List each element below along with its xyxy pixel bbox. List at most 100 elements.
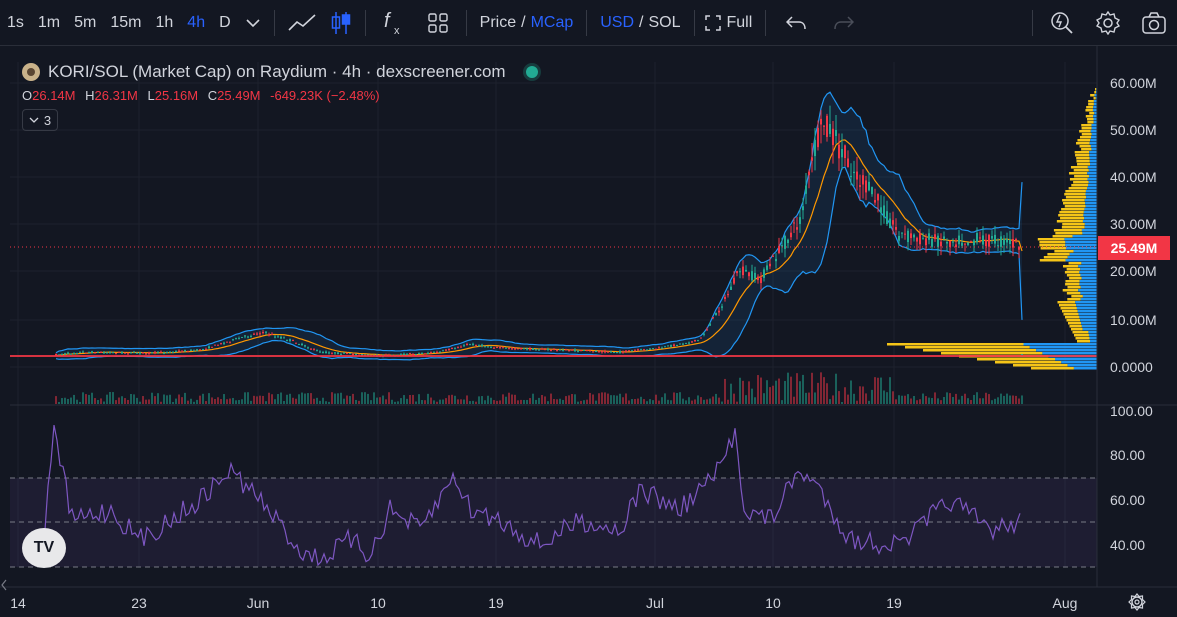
volume-bar: [739, 377, 741, 404]
volume-profile-bar: [1086, 106, 1094, 109]
candle-body: [412, 353, 414, 355]
candle-body: [724, 296, 726, 299]
volume-bar: [208, 393, 210, 404]
volume-profile-bar: [1064, 193, 1086, 196]
symbol-title[interactable]: KORI/SOL (Market Cap) on Raydium · 4h · …: [48, 62, 506, 81]
volume-bar: [268, 392, 270, 404]
candle-body: [892, 220, 894, 225]
volume-bar: [805, 392, 807, 404]
indicators-collapse-button[interactable]: 3: [22, 109, 58, 131]
price-toggle[interactable]: Price: [479, 13, 517, 31]
volume-profile: [887, 88, 1097, 370]
volume-bar: [397, 401, 399, 404]
candle-body: [835, 130, 837, 136]
volume-bar: [409, 395, 411, 404]
time-tick-label: Jul: [646, 595, 664, 611]
alert-icon[interactable]: [1039, 0, 1085, 46]
price-chart[interactable]: 60.00M 50.00M 40.00M 30.00M 20.00M 10.00M 0.00…: [0, 46, 1177, 617]
candle-body: [1021, 354, 1023, 356]
volume-bar: [598, 393, 600, 404]
camera-icon[interactable]: [1131, 0, 1177, 46]
volume-profile-bar: [887, 343, 1024, 346]
rsi-tick-label: 60.00: [1110, 492, 1145, 508]
candle-body: [778, 245, 780, 253]
volume-bar: [220, 399, 222, 404]
interval-5m[interactable]: 5m: [74, 13, 97, 31]
volume-bar: [724, 378, 726, 404]
volume-bar: [121, 396, 123, 404]
volume-bar: [271, 394, 273, 404]
scroll-left-icon[interactable]: [1, 579, 7, 591]
fullscreen-icon[interactable]: [701, 0, 725, 46]
volume-bar: [250, 400, 252, 404]
candle-body: [460, 346, 462, 348]
volume-profile-bar: [1037, 238, 1065, 241]
indicator-count: 3: [43, 112, 52, 128]
settings-gear-icon[interactable]: [1085, 0, 1131, 46]
volume-profile-bar: [1070, 166, 1088, 169]
volume-bar: [415, 401, 417, 404]
volume-bar: [382, 395, 384, 404]
volume-bar: [391, 399, 393, 404]
volume-profile-bar: [1089, 157, 1097, 160]
svg-text:f: f: [384, 10, 392, 32]
sol-toggle[interactable]: SOL: [648, 13, 681, 31]
volume-bar: [304, 393, 306, 404]
interval-d[interactable]: D: [219, 13, 231, 31]
layout-grid-icon[interactable]: [416, 0, 460, 46]
volume-bar: [298, 394, 300, 404]
volume-bar: [589, 392, 591, 404]
volume-profile-bar: [1062, 223, 1085, 226]
interval-1h[interactable]: 1h: [155, 13, 174, 31]
volume-profile-bar: [1076, 142, 1090, 145]
redo-icon[interactable]: [820, 0, 868, 46]
mcap-toggle[interactable]: MCap: [530, 13, 574, 31]
candle-body: [349, 353, 351, 355]
volume-profile-bar: [1080, 298, 1097, 301]
volume-profile-bar: [1081, 127, 1092, 130]
full-button[interactable]: Full: [726, 13, 753, 31]
price-axis[interactable]: 60.00M 50.00M 40.00M 30.00M 20.00M 10.00M 0.00…: [1110, 75, 1157, 375]
volume-profile-bar: [1076, 157, 1090, 160]
time-axis[interactable]: 14 23 Jun 10 19 Jul 10 19 Aug: [10, 595, 1077, 611]
volume-bar: [697, 395, 699, 404]
volume-bar: [340, 392, 342, 404]
chevron-down-icon[interactable]: [238, 0, 268, 46]
volume-profile-bar: [1090, 130, 1097, 133]
volume-bar: [706, 399, 708, 404]
candle-body: [613, 352, 615, 354]
candle-body: [241, 336, 243, 338]
undo-icon[interactable]: [772, 0, 820, 46]
candle-body: [550, 349, 552, 351]
volume-bar: [652, 400, 654, 404]
interval-1m[interactable]: 1m: [37, 13, 61, 31]
interval-1s[interactable]: 1s: [7, 13, 24, 31]
tradingview-logo-icon[interactable]: TV: [22, 528, 66, 568]
volume-profile-bar: [1082, 295, 1097, 298]
candle-body: [865, 180, 867, 193]
interval-15m[interactable]: 15m: [110, 13, 142, 31]
candlestick-icon[interactable]: [323, 0, 359, 46]
candle-body: [340, 354, 342, 356]
volume-bar: [832, 395, 834, 404]
interval-4h[interactable]: 4h: [187, 13, 206, 31]
candle-body: [625, 350, 627, 352]
usd-toggle[interactable]: USD: [600, 13, 635, 31]
candle-body: [619, 351, 621, 353]
candle-body: [472, 343, 474, 345]
toolbar-divider: [273, 9, 275, 36]
volume-bar: [631, 399, 633, 404]
candle-body: [262, 332, 264, 334]
volume-profile-bar: [1061, 361, 1097, 364]
candle-body: [466, 344, 468, 346]
price-tick-label: 30.00M: [1110, 216, 1157, 232]
time-axis-settings-icon[interactable]: [1128, 593, 1146, 611]
candle-body: [736, 271, 738, 274]
price-tick-label: 50.00M: [1110, 122, 1157, 138]
line-chart-icon[interactable]: [281, 0, 323, 46]
candle-body: [793, 222, 795, 224]
volume-bar: [754, 397, 756, 404]
volume-bar: [553, 398, 555, 404]
rsi-axis[interactable]: 100.00 80.00 60.00 40.00: [1110, 403, 1153, 553]
